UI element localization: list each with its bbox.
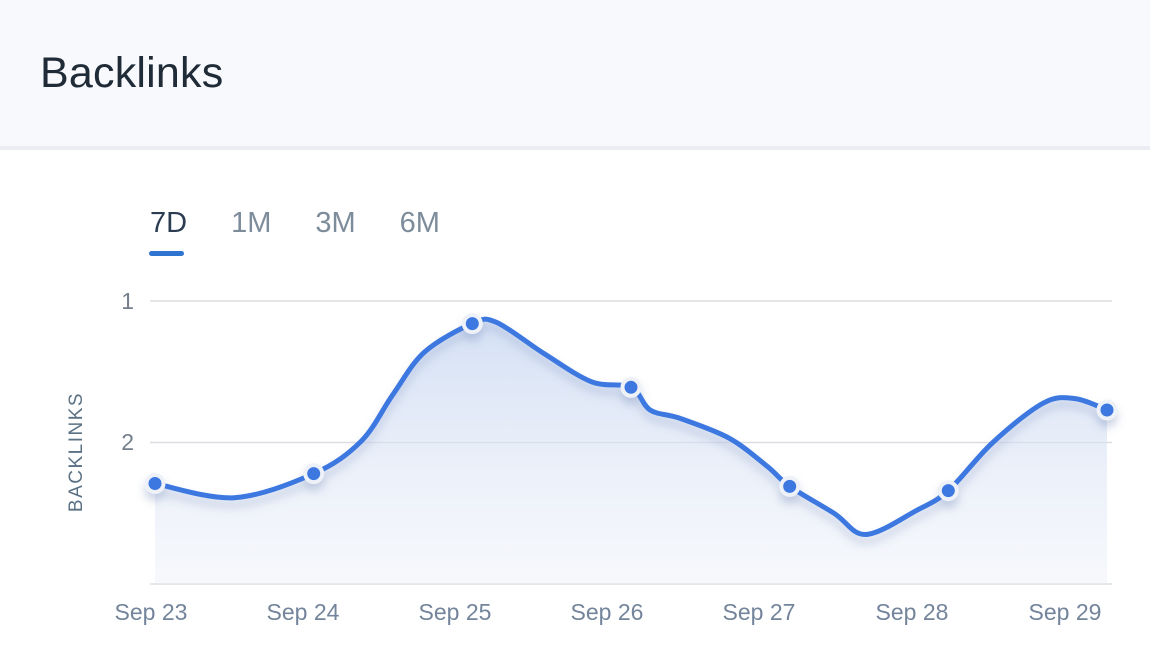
tab-1m[interactable]: 1M: [231, 207, 272, 239]
series-area-fill: [155, 319, 1107, 584]
x-label-sep25: Sep 25: [418, 599, 492, 625]
x-label-sep28: Sep 28: [875, 599, 949, 625]
tab-3m[interactable]: 3M: [315, 207, 356, 239]
y-tick-2: 2: [121, 429, 134, 455]
y-axis-title: BACKLINKS: [66, 391, 87, 513]
x-label-sep27: Sep 27: [722, 599, 796, 625]
time-range-tabs: 7D 1M 3M 6M: [148, 206, 484, 256]
x-label-sep23: Sep 23: [114, 599, 188, 625]
data-points: [144, 313, 1118, 502]
x-label-sep29: Sep 29: [1028, 599, 1102, 625]
data-point-sep25[interactable]: [461, 313, 483, 335]
page-header: Backlinks: [0, 0, 1150, 150]
tab-7d[interactable]: 7D: [148, 206, 187, 256]
page-title: Backlinks: [40, 48, 224, 97]
data-point-sep29[interactable]: [1096, 399, 1118, 421]
data-point-sep23[interactable]: [144, 473, 166, 494]
series-backlinks: [144, 313, 1118, 538]
y-tick-1: 1: [121, 288, 134, 314]
x-label-sep26: Sep 26: [570, 599, 644, 625]
tab-6m[interactable]: 6M: [399, 207, 440, 239]
x-label-sep24: Sep 24: [266, 599, 340, 625]
data-point-sep26[interactable]: [620, 376, 642, 398]
data-point-sep27[interactable]: [779, 475, 801, 497]
data-point-sep28[interactable]: [937, 480, 959, 502]
data-point-sep24[interactable]: [303, 463, 325, 485]
